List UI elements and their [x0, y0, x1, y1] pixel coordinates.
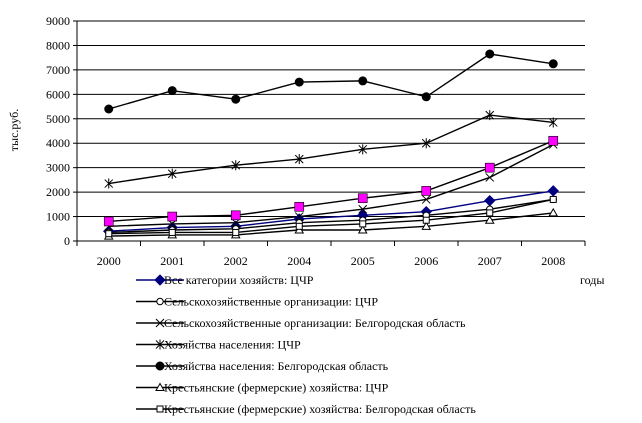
data-point-series-1 — [547, 185, 559, 197]
data-point-series-7 — [486, 209, 494, 217]
data-point-series-5 — [421, 92, 431, 102]
series-line-6 — [108, 212, 554, 237]
data-point-series-6 — [548, 207, 559, 217]
data-point-series-5 — [231, 94, 241, 104]
legend-marker — [155, 361, 165, 371]
y-axis-label: тыс.руб. — [7, 109, 21, 151]
data-point-series-8 — [294, 201, 305, 212]
data-point-series-4 — [167, 168, 177, 179]
series-line-7 — [108, 198, 554, 235]
x-tick-label: 2002 — [224, 254, 248, 268]
data-point-series-8 — [548, 135, 559, 146]
data-point-series-7 — [295, 222, 303, 230]
data-point-series-8 — [167, 211, 178, 222]
legend-item: Сельскохозяйственные организации: Белгор… — [136, 316, 466, 330]
legend-marker — [155, 382, 165, 391]
data-point-series-8 — [484, 162, 495, 173]
series-markers — [103, 49, 559, 240]
series-line-4 — [108, 114, 554, 185]
data-point-series-3 — [358, 204, 368, 214]
axes: 0 1000 2000 3000 4000 5000 6000 7000 8000 9000 200… — [46, 14, 586, 268]
data-point-series-5 — [167, 86, 177, 96]
data-point-series-4 — [294, 154, 304, 165]
x-tick-label: 2001 — [160, 254, 184, 268]
data-point-series-7 — [168, 228, 176, 236]
data-point-series-4 — [548, 117, 558, 128]
data-point-series-6 — [484, 215, 495, 224]
legend-marker — [154, 274, 166, 286]
legend-label: Все категории хозяйств: ЦЧР — [164, 273, 314, 287]
data-point-series-7 — [549, 195, 557, 203]
data-point-series-7 — [105, 230, 113, 238]
legend-item: Сельскохозяйственные организации: ЦЧР — [136, 295, 378, 309]
y-tick-label: 3000 — [46, 161, 70, 175]
y-tick-label: 7000 — [46, 63, 70, 77]
data-point-series-3 — [294, 212, 304, 221]
gridlines — [77, 20, 585, 218]
data-point-series-5 — [104, 104, 114, 114]
data-point-series-7 — [422, 216, 430, 224]
data-point-series-4 — [485, 110, 495, 121]
data-point-series-4 — [421, 138, 431, 149]
data-point-series-3 — [485, 173, 495, 182]
data-point-series-8 — [103, 216, 114, 227]
series-line-8 — [108, 140, 554, 223]
data-point-series-5 — [358, 76, 368, 86]
x-tick-label: 2004 — [287, 254, 311, 268]
data-point-series-6 — [357, 224, 368, 234]
data-point-series-7 — [232, 228, 240, 236]
legend-item: Крестьянские (фермерские) хозяйства: ЦЧР — [136, 381, 389, 395]
y-tick-label: 8000 — [46, 38, 70, 52]
legend-marker — [155, 339, 165, 350]
series-line-2 — [108, 198, 554, 234]
data-point-series-5 — [294, 77, 304, 87]
x-tick-label: 2008 — [541, 254, 565, 268]
legend-label: Сельскохозяйственные организации: ЦЧР — [164, 295, 378, 309]
y-tick-label: 1000 — [46, 210, 70, 224]
y-tick-label: 9000 — [46, 14, 70, 28]
legend-item: Хозяйства населения: Белгородская област… — [136, 359, 389, 373]
x-tick-label: 2007 — [478, 254, 502, 268]
y-tick-label: 2000 — [46, 185, 70, 199]
legend-label: Сельскохозяйственные организации: Белгор… — [164, 316, 466, 330]
x-tick-label: 2006 — [414, 254, 438, 268]
data-point-series-8 — [421, 186, 432, 196]
x-axis-label: годы — [580, 273, 604, 287]
series-lines — [108, 53, 554, 237]
data-point-series-4 — [104, 178, 114, 189]
legend-marker — [155, 318, 165, 328]
legend-label: Хозяйства населения: Белгородская област… — [164, 359, 389, 373]
legend-label: Крестьянские (фермерские) хозяйства: ЦЧР — [164, 381, 389, 395]
legend-marker — [156, 297, 164, 306]
data-point-series-3 — [421, 195, 431, 204]
series-line-1 — [108, 190, 554, 232]
data-point-series-4 — [231, 160, 241, 171]
data-point-series-5 — [485, 49, 495, 59]
x-tick-label: 2000 — [97, 254, 121, 268]
data-point-series-6 — [421, 221, 432, 230]
legend-item: Все категории хозяйств: ЦЧР — [136, 273, 314, 287]
legend-item: Хозяйства населения: ЦЧР — [136, 338, 301, 352]
legend-marker — [156, 405, 164, 413]
x-tick-label: 2005 — [351, 254, 375, 268]
data-point-series-5 — [548, 59, 558, 69]
legend: Все категории хозяйств: ЦЧР Сельскохозяйс… — [136, 273, 476, 416]
y-tick-label: 6000 — [46, 87, 70, 101]
series-line-3 — [108, 143, 554, 228]
y-tick-label: 4000 — [46, 136, 70, 150]
y-tick-label: 0 — [64, 234, 70, 248]
data-point-series-8 — [230, 210, 241, 221]
series-line-5 — [108, 53, 554, 110]
data-point-series-1 — [484, 194, 496, 207]
legend-item: Крестьянские (фермерские) хозяйства: Бел… — [136, 402, 476, 416]
data-point-series-4 — [358, 144, 368, 155]
data-point-series-8 — [357, 193, 368, 204]
legend-label: Хозяйства населения: ЦЧР — [164, 338, 301, 352]
legend-label: Крестьянские (фермерские) хозяйства: Бел… — [164, 402, 476, 416]
y-tick-label: 5000 — [46, 112, 70, 126]
data-point-series-7 — [359, 220, 367, 228]
